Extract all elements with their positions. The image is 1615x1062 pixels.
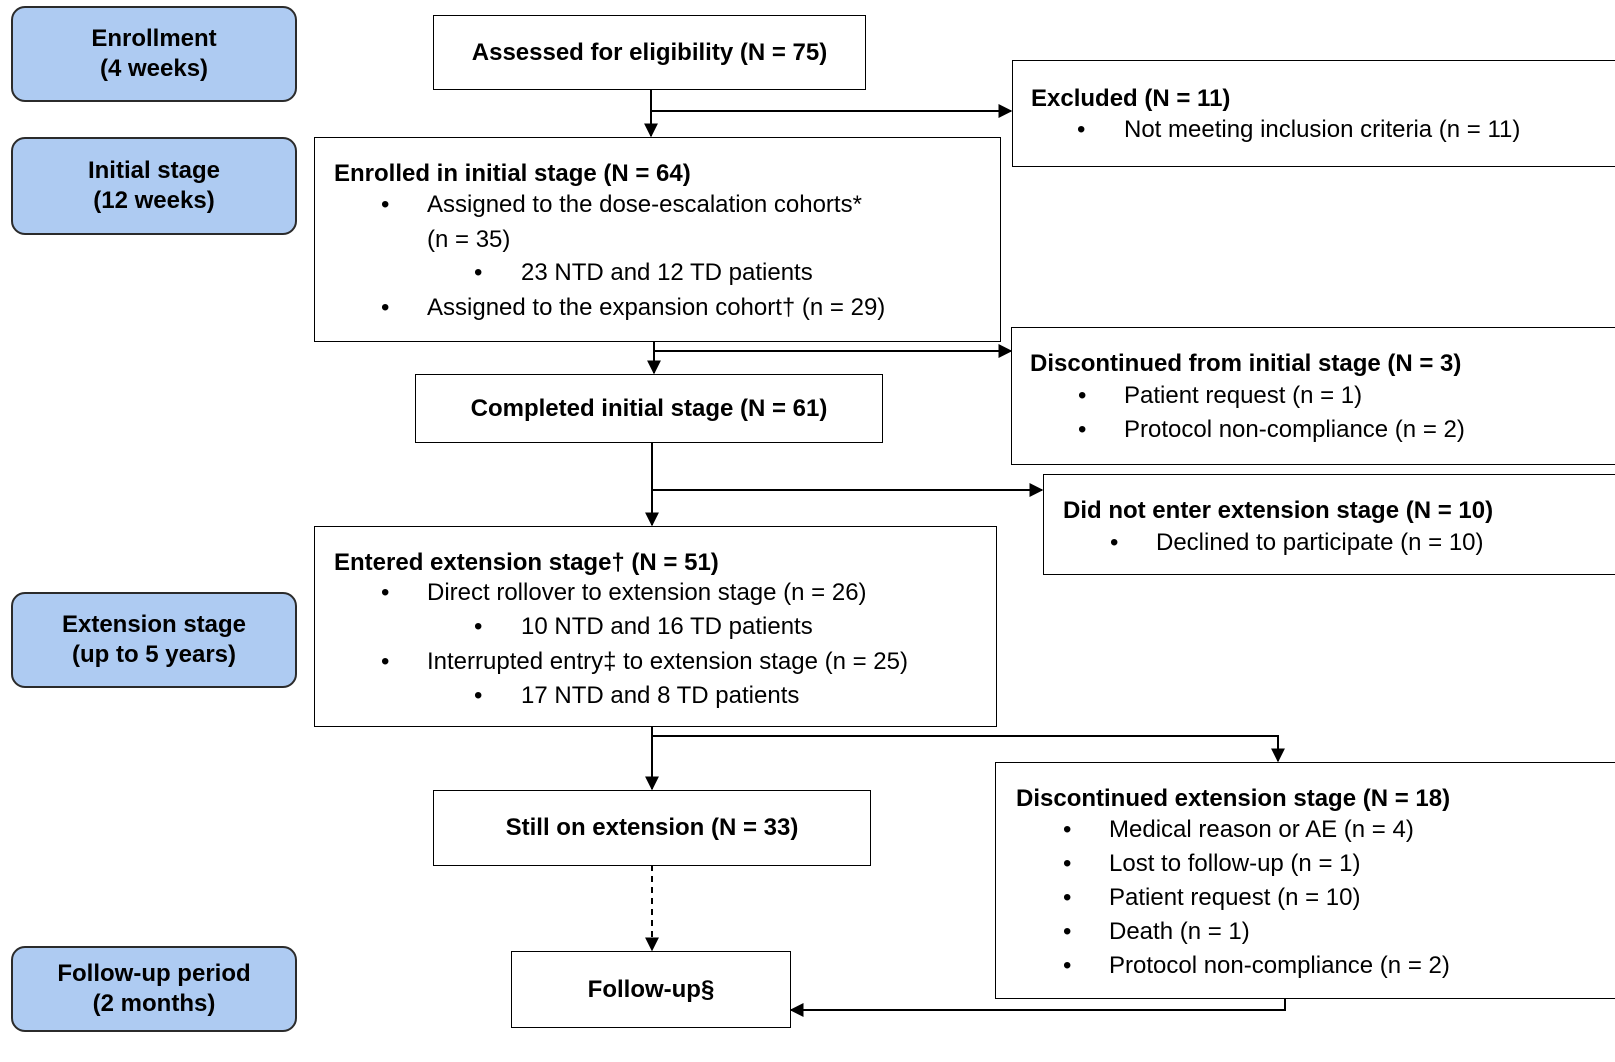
box-still-on-extension-label: Still on extension (N = 33)	[505, 814, 799, 841]
stage-followup-duration: (2 months)	[92, 990, 216, 1017]
sub-list-item: 23 NTD and 12 TD patients	[521, 259, 813, 286]
box-discontinued-extension: Discontinued extension stage (N = 18) • …	[995, 762, 1615, 999]
list-item: Lost to follow-up (n = 1)	[1109, 850, 1361, 877]
list-item: Not meeting inclusion criteria (n = 11)	[1124, 116, 1521, 143]
stage-extension-duration: (up to 5 years)	[71, 641, 237, 668]
box-followup-label: Follow-up§	[587, 975, 715, 1003]
list-item: Assigned to the expansion cohort† (n = 2…	[427, 294, 886, 321]
list-item: Death (n = 1)	[1109, 918, 1250, 945]
box-discontinued-extension-title: Discontinued extension stage (N = 18)	[1016, 785, 1451, 812]
list-item: Medical reason or AE (n = 4)	[1109, 816, 1414, 843]
sub-bullet: •	[474, 613, 483, 640]
list-item: Declined to participate (n = 10)	[1156, 529, 1484, 556]
list-item: Patient request (n = 1)	[1124, 382, 1363, 409]
box-not-entered: Did not enter extension stage (N = 10) •…	[1043, 474, 1615, 575]
box-still-on-extension: Still on extension (N = 33)	[433, 790, 871, 866]
bullet: •	[381, 579, 390, 606]
stage-extension-title: Extension stage	[61, 611, 247, 638]
list-item: Assigned to the dose-escalation cohorts*	[427, 191, 862, 218]
stage-enrollment-duration: (4 weeks)	[99, 55, 209, 82]
bullet: •	[381, 191, 390, 218]
box-excluded-title: Excluded (N = 11)	[1031, 85, 1231, 112]
stage-extension: Extension stage (up to 5 years)	[11, 592, 297, 688]
box-followup: Follow-up§	[511, 951, 791, 1028]
list-item: Direct rollover to extension stage (n = …	[427, 579, 867, 606]
bullet: •	[1077, 116, 1086, 143]
bullet: •	[1078, 382, 1087, 409]
stage-enrollment: Enrollment (4 weeks)	[11, 6, 297, 102]
list-item: Protocol non-compliance (n = 2)	[1124, 416, 1465, 443]
bullet: •	[1078, 416, 1087, 443]
box-discontinued-initial: Discontinued from initial stage (N = 3) …	[1011, 327, 1615, 465]
box-entered-extension-title: Entered extension stage† (N = 51)	[334, 549, 719, 576]
box-entered-extension: Entered extension stage† (N = 51) • Dire…	[314, 526, 997, 727]
list-item-continuation: (n = 35)	[427, 226, 511, 253]
stage-enrollment-title: Enrollment	[91, 25, 217, 52]
box-enrolled-title: Enrolled in initial stage (N = 64)	[334, 160, 691, 187]
stage-followup-title: Follow-up period	[57, 960, 251, 987]
box-discontinued-initial-title: Discontinued from initial stage (N = 3)	[1030, 350, 1462, 377]
box-completed: Completed initial stage (N = 61)	[415, 374, 883, 443]
box-assessed-label: Assessed for eligibility (N = 75)	[471, 38, 828, 66]
box-not-entered-title: Did not enter extension stage (N = 10)	[1063, 497, 1494, 524]
bullet: •	[1110, 529, 1119, 556]
stage-followup: Follow-up period (2 months)	[11, 946, 297, 1032]
box-enrolled: Enrolled in initial stage (N = 64) • Ass…	[314, 137, 1001, 342]
list-item: Patient request (n = 10)	[1109, 884, 1361, 911]
box-completed-label: Completed initial stage (N = 61)	[470, 394, 828, 422]
bullet: •	[1063, 850, 1072, 877]
arrow-to-disc-ext	[652, 735, 1285, 763]
box-assessed: Assessed for eligibility (N = 75)	[433, 15, 866, 90]
bullet: •	[1063, 952, 1072, 979]
sub-list-item: 17 NTD and 8 TD patients	[521, 682, 800, 709]
list-item: Protocol non-compliance (n = 2)	[1109, 952, 1450, 979]
bullet: •	[1063, 918, 1072, 945]
bullet: •	[1063, 884, 1072, 911]
stage-initial-duration: (12 weeks)	[93, 187, 215, 214]
sub-bullet: •	[474, 259, 483, 286]
stage-initial: Initial stage (12 weeks)	[11, 137, 297, 235]
sub-bullet: •	[474, 682, 483, 709]
stage-initial-title: Initial stage	[87, 157, 221, 184]
box-excluded: Excluded (N = 11) • Not meeting inclusio…	[1012, 60, 1615, 167]
bullet: •	[1063, 816, 1072, 843]
arrow-disc-ext-to-followup	[789, 998, 1286, 1017]
bullet: •	[381, 294, 390, 321]
list-item: Interrupted entry‡ to extension stage (n…	[427, 648, 908, 675]
bullet: •	[381, 648, 390, 675]
sub-list-item: 10 NTD and 16 TD patients	[521, 613, 813, 640]
